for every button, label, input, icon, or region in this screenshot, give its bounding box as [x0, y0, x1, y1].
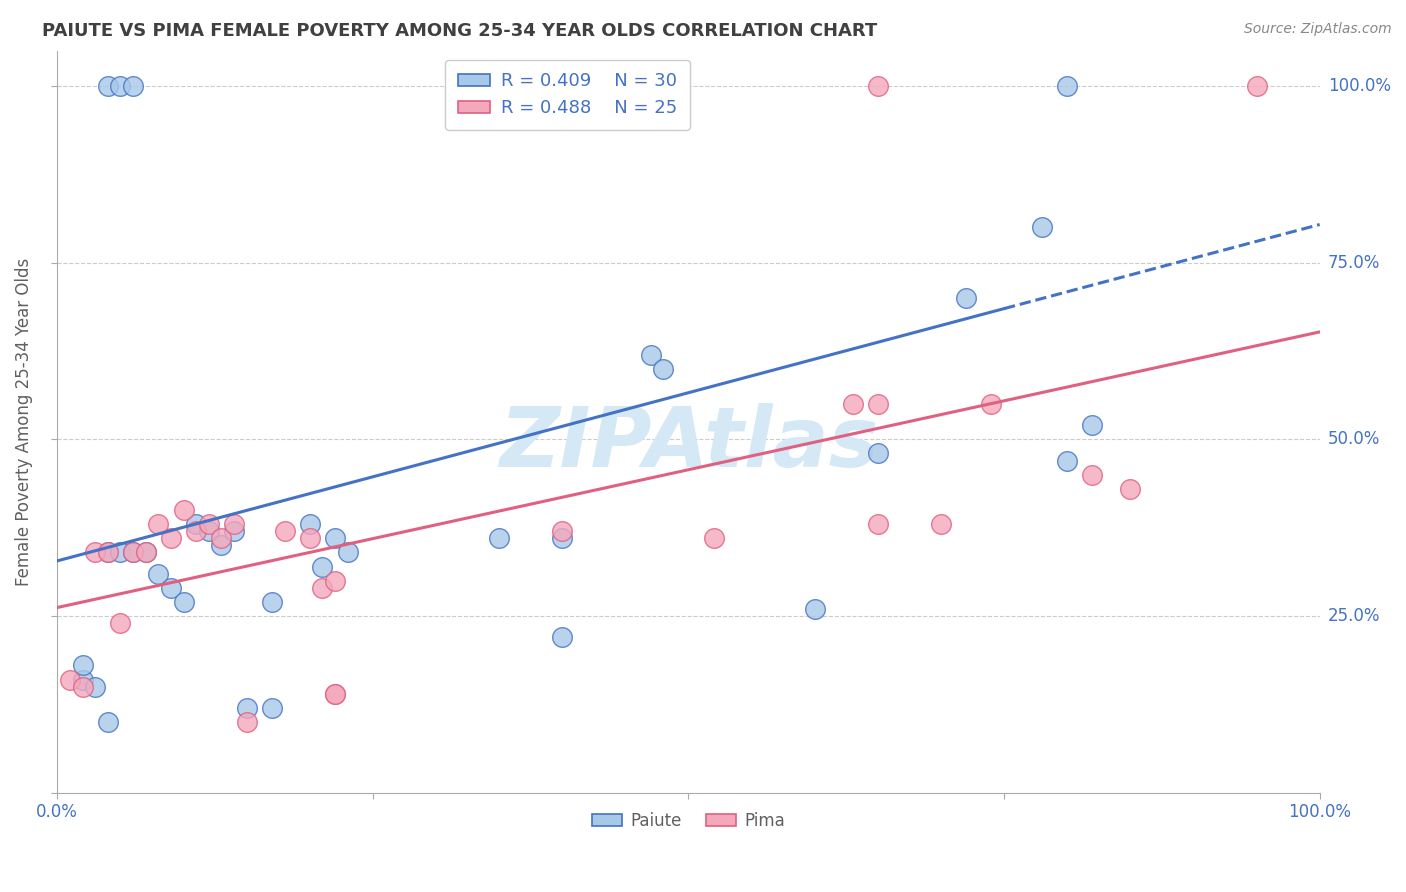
- Point: [1056, 453, 1078, 467]
- Point: [148, 566, 170, 581]
- Point: [186, 517, 208, 532]
- Point: [97, 545, 120, 559]
- Point: [336, 545, 359, 559]
- Text: PAIUTE VS PIMA FEMALE POVERTY AMONG 25-34 YEAR OLDS CORRELATION CHART: PAIUTE VS PIMA FEMALE POVERTY AMONG 25-3…: [42, 22, 877, 40]
- Point: [110, 78, 132, 93]
- Point: [122, 78, 145, 93]
- Point: [97, 714, 120, 729]
- Point: [652, 361, 675, 376]
- Point: [160, 581, 183, 595]
- Point: [173, 595, 195, 609]
- Point: [323, 687, 346, 701]
- Point: [488, 531, 510, 545]
- Point: [72, 658, 94, 673]
- Point: [1119, 482, 1142, 496]
- Point: [160, 531, 183, 545]
- Text: 25.0%: 25.0%: [1329, 607, 1381, 625]
- Point: [122, 545, 145, 559]
- Point: [703, 531, 725, 545]
- Point: [1246, 78, 1268, 93]
- Point: [97, 78, 120, 93]
- Point: [551, 531, 574, 545]
- Point: [222, 517, 245, 532]
- Point: [135, 545, 157, 559]
- Point: [866, 78, 889, 93]
- Point: [323, 574, 346, 588]
- Point: [59, 673, 82, 687]
- Point: [955, 291, 977, 305]
- Point: [323, 687, 346, 701]
- Point: [1031, 220, 1053, 235]
- Point: [235, 701, 257, 715]
- Text: 50.0%: 50.0%: [1329, 430, 1381, 449]
- Point: [235, 714, 257, 729]
- Legend: Paiute, Pima: Paiute, Pima: [585, 805, 792, 837]
- Point: [311, 559, 333, 574]
- Point: [260, 701, 283, 715]
- Point: [311, 581, 333, 595]
- Text: 100.0%: 100.0%: [1329, 77, 1391, 95]
- Text: ZIPAtlas: ZIPAtlas: [499, 403, 879, 484]
- Point: [551, 630, 574, 644]
- Text: 75.0%: 75.0%: [1329, 253, 1381, 272]
- Point: [72, 680, 94, 694]
- Point: [135, 545, 157, 559]
- Point: [72, 673, 94, 687]
- Point: [1056, 78, 1078, 93]
- Point: [197, 524, 219, 539]
- Point: [298, 517, 321, 532]
- Point: [866, 446, 889, 460]
- Point: [803, 602, 825, 616]
- Point: [1081, 467, 1104, 482]
- Point: [84, 545, 107, 559]
- Text: Source: ZipAtlas.com: Source: ZipAtlas.com: [1244, 22, 1392, 37]
- Point: [488, 78, 510, 93]
- Point: [929, 517, 952, 532]
- Point: [841, 397, 863, 411]
- Point: [97, 545, 120, 559]
- Point: [148, 517, 170, 532]
- Point: [186, 524, 208, 539]
- Point: [110, 545, 132, 559]
- Point: [298, 531, 321, 545]
- Point: [122, 545, 145, 559]
- Point: [197, 517, 219, 532]
- Point: [980, 397, 1002, 411]
- Point: [273, 524, 295, 539]
- Point: [866, 517, 889, 532]
- Point: [209, 531, 232, 545]
- Point: [209, 538, 232, 552]
- Point: [173, 503, 195, 517]
- Point: [551, 524, 574, 539]
- Point: [1081, 418, 1104, 433]
- Point: [866, 397, 889, 411]
- Point: [260, 595, 283, 609]
- Point: [323, 531, 346, 545]
- Y-axis label: Female Poverty Among 25-34 Year Olds: Female Poverty Among 25-34 Year Olds: [15, 258, 32, 586]
- Point: [222, 524, 245, 539]
- Point: [640, 347, 662, 361]
- Point: [110, 615, 132, 630]
- Point: [84, 680, 107, 694]
